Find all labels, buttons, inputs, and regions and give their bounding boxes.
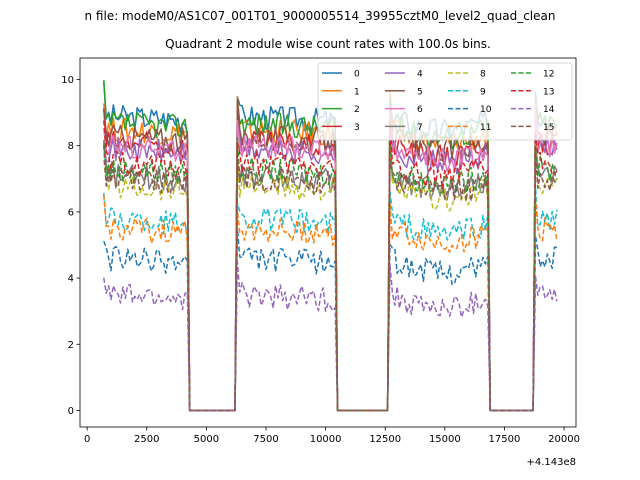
legend-label-10: 10 [480,105,492,115]
legend-label-6: 6 [417,105,423,115]
y-axis: 0 2 4 6 8 10 [61,75,80,417]
legend-label-12: 12 [543,70,554,80]
series-line-12 [103,137,558,412]
series-line-8 [103,143,558,412]
legend-label-5: 5 [417,87,423,97]
legend-label-13: 13 [543,87,554,97]
x-tick-label: 5000 [194,434,219,445]
legend-label-9: 9 [480,87,486,97]
y-tick-label: 8 [68,141,74,152]
series-line-14 [103,261,558,412]
y-tick-label: 0 [68,406,74,417]
figure-suptitle: n file: modeM0/AS1C07_001T01_9000005514_… [85,9,556,23]
legend-box [317,62,573,141]
y-tick-label: 10 [61,75,74,86]
x-tick-label: 0 [84,434,90,445]
series-line-10 [103,228,558,412]
y-tick-label: 2 [68,340,74,351]
y-tick-label: 4 [68,274,74,285]
y-tick-label: 6 [68,207,74,218]
series-line-13 [103,119,558,412]
x-tick-label: 15000 [429,434,461,445]
legend-label-11: 11 [480,123,491,133]
legend-label-3: 3 [354,123,360,133]
legend-label-15: 15 [543,123,554,133]
series-line-15 [103,145,558,412]
legend-label-1: 1 [354,87,360,97]
axes-frame [79,57,577,428]
x-tick-label: 17500 [489,434,521,445]
x-tick-label: 2500 [134,434,159,445]
legend-label-14: 14 [543,105,555,115]
legend-label-2: 2 [354,105,360,115]
chart-title: Quadrant 2 module wise count rates with … [165,37,491,51]
x-tick-label: 20000 [548,434,580,445]
legend-label-7: 7 [417,123,423,133]
series-line-7 [103,141,558,412]
series-line-9 [103,186,558,412]
x-tick-label: 12500 [369,434,401,445]
legend-label-8: 8 [480,70,486,80]
x-tick-label: 7500 [253,434,278,445]
x-tick-label: 10000 [310,434,342,445]
series-line-11 [103,194,558,412]
legend-label-0: 0 [354,70,360,80]
series-line-6 [103,102,558,412]
legend-label-4: 4 [417,70,423,80]
x-axis: 0 2500 5000 7500 10000 12500 15000 17500 20000 [84,427,580,445]
x-axis-offset-label: +4.143e8 [526,457,576,468]
